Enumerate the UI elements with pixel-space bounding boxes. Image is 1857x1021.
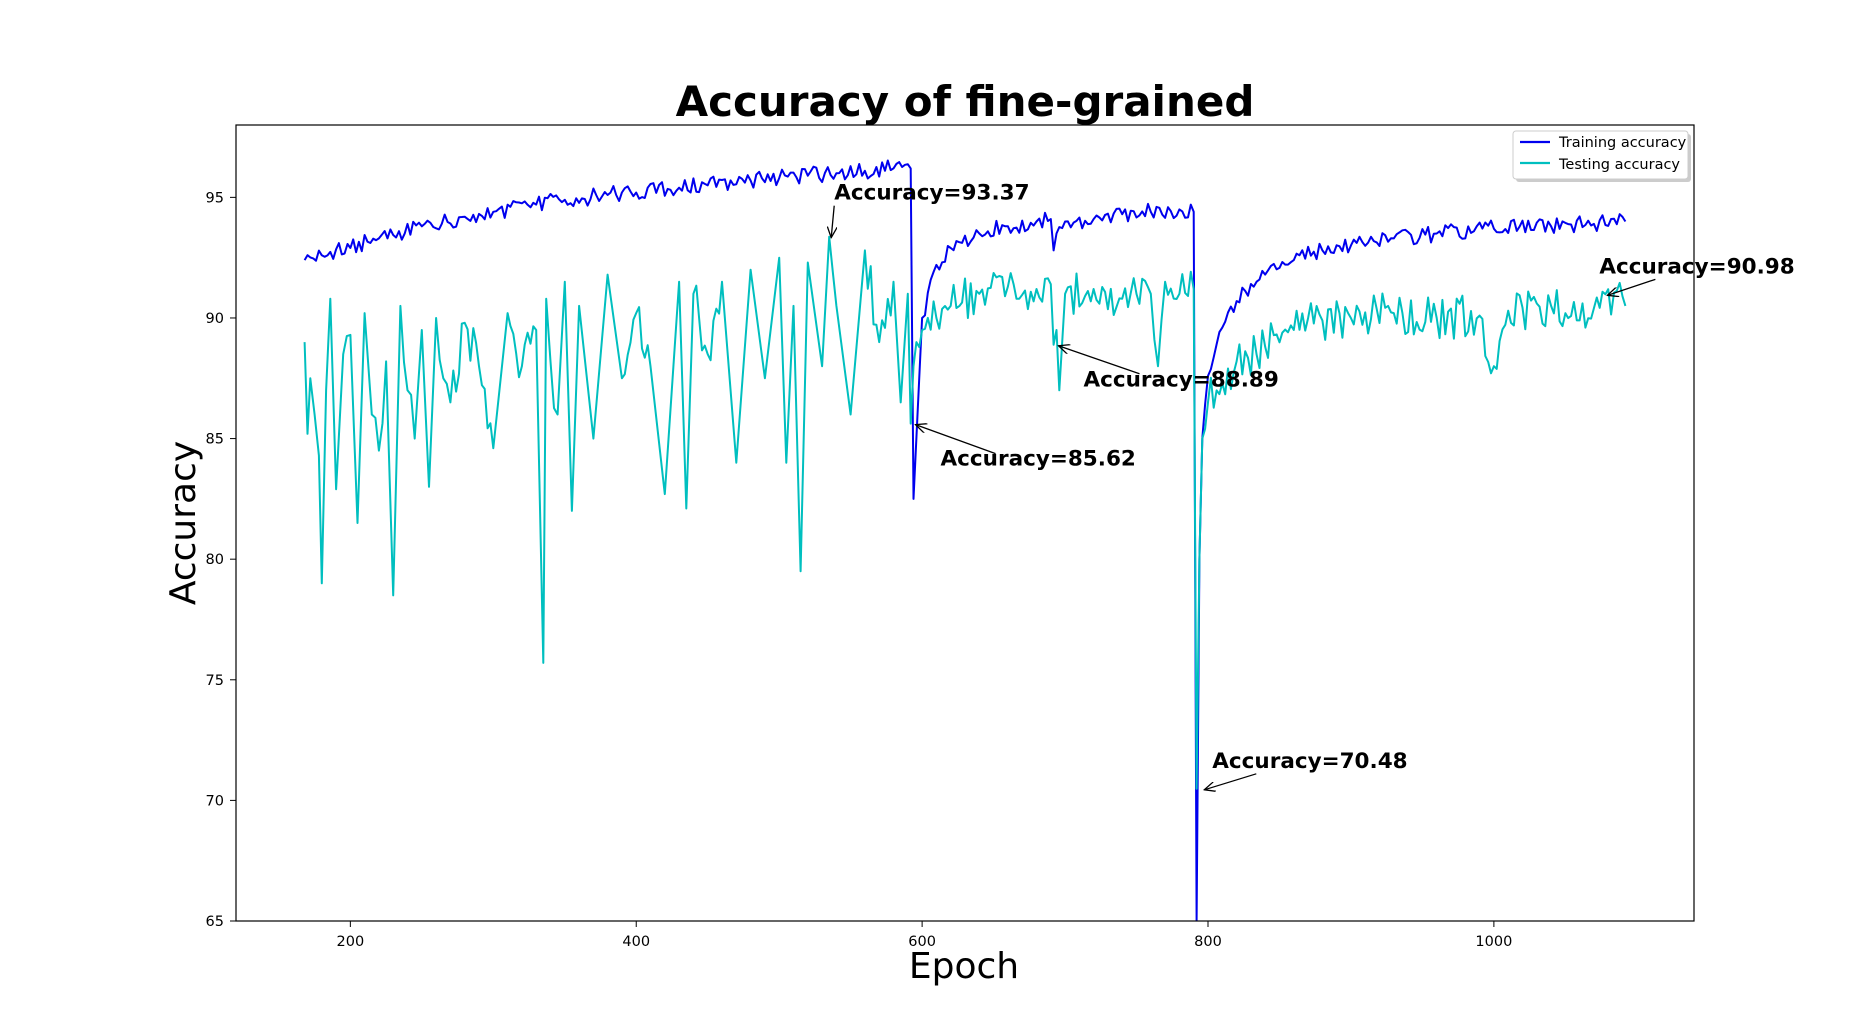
x-axis-label: Epoch	[909, 946, 1019, 987]
annotation-arrow	[916, 425, 996, 455]
annotation-label: Accuracy=93.37	[834, 181, 1029, 206]
annotation-arrow	[831, 205, 834, 238]
legend: Training accuracy Testing accuracy	[1512, 130, 1691, 182]
legend-box	[1512, 130, 1689, 180]
series-line-training	[303, 159, 1627, 921]
annotation-label: Accuracy=90.98	[1599, 254, 1794, 279]
plot-area-frame	[235, 124, 1695, 922]
annotations: Accuracy=93.37 Accuracy=85.62 Accuracy=88.…	[831, 181, 1795, 790]
annotation-arrow	[1058, 346, 1140, 375]
x-tick-label: 800	[1194, 934, 1222, 950]
y-tick-label: 90	[206, 311, 224, 327]
y-tick-label: 80	[206, 552, 224, 568]
legend-label-testing: Testing accuracy	[1558, 157, 1680, 173]
series-line-testing	[303, 235, 1627, 790]
annotation-label: Accuracy=85.62	[941, 447, 1136, 472]
annotation-label: Accuracy=88.89	[1083, 368, 1278, 393]
annotation-label: Accuracy=70.48	[1212, 749, 1407, 774]
chart-title: Accuracy of fine-grained	[676, 77, 1255, 126]
y-axis-label: Accuracy	[163, 441, 204, 605]
annotation-arrow	[1204, 773, 1257, 790]
y-tick-label: 65	[206, 914, 224, 930]
legend-label-training: Training accuracy	[1558, 135, 1687, 151]
y-tick-label: 75	[206, 673, 224, 689]
x-tick-label: 1000	[1475, 934, 1512, 950]
series-layer	[303, 159, 1627, 921]
annotation-arrow	[1607, 278, 1656, 295]
x-tick-label: 200	[337, 934, 365, 950]
x-tick-label: 400	[622, 934, 650, 950]
y-tick-label: 95	[206, 190, 224, 206]
x-axis: 200 400 600 800 1000	[337, 921, 1512, 950]
x-tick-label: 600	[908, 934, 936, 950]
y-tick-label: 85	[206, 432, 224, 448]
y-tick-label: 70	[206, 793, 224, 809]
y-axis: 65 70 75 80 85 90 95	[206, 190, 236, 930]
